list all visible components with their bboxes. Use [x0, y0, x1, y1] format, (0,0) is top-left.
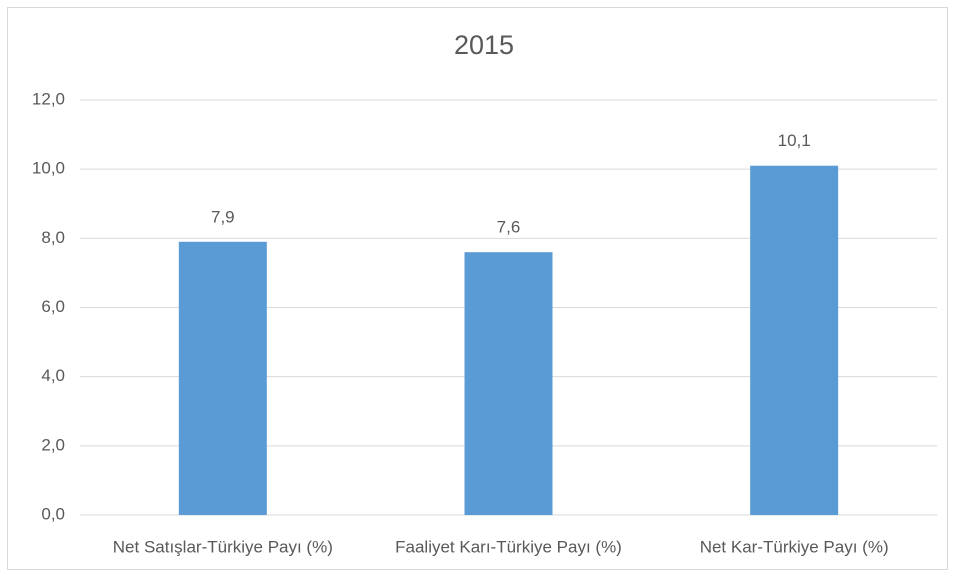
bar: [178, 241, 267, 515]
y-tick-label: 6,0: [41, 297, 65, 316]
data-label: 10,1: [778, 131, 811, 150]
x-tick-label: Net Kar-Türkiye Payı (%): [700, 537, 889, 556]
y-tick-label: 12,0: [32, 89, 65, 108]
data-label: 7,9: [211, 207, 235, 226]
y-tick-label: 4,0: [41, 366, 65, 385]
chart-title: 2015: [454, 30, 514, 60]
y-tick-label: 0,0: [41, 504, 65, 523]
x-tick-label: Net Satışlar-Türkiye Payı (%): [113, 537, 333, 556]
data-label: 7,6: [497, 218, 521, 237]
y-tick-label: 8,0: [41, 228, 65, 247]
x-tick-label: Faaliyet Karı-Türkiye Payı (%): [395, 537, 622, 556]
y-tick-label: 2,0: [41, 435, 65, 454]
bar: [750, 165, 839, 516]
y-tick-label: 10,0: [32, 159, 65, 178]
bar: [464, 252, 553, 515]
